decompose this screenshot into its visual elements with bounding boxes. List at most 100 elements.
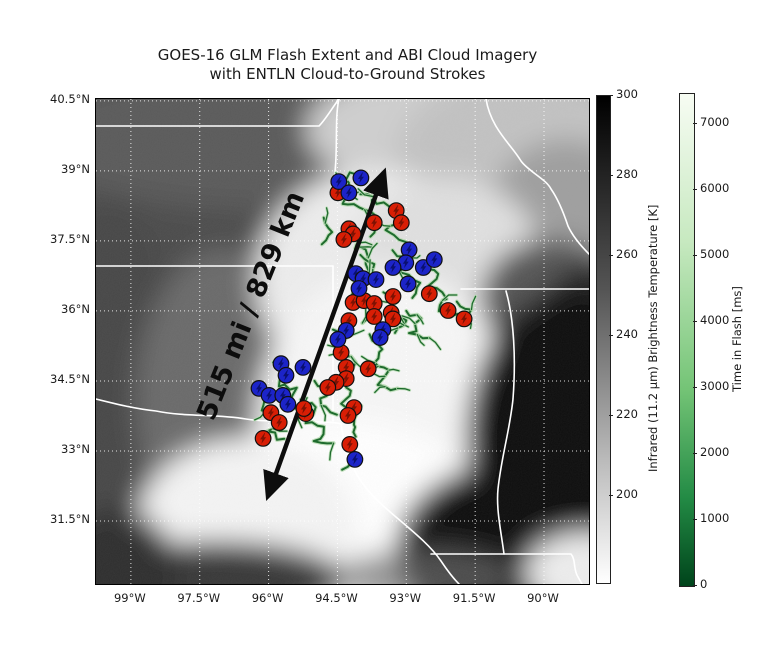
colorbar-tick <box>609 495 613 497</box>
colorbar-tick <box>693 519 697 521</box>
colorbar-tick-label: 5000 <box>700 247 730 261</box>
flash-branch <box>470 295 477 311</box>
lat-tick-label: 39°N <box>61 161 90 176</box>
cg-stroke-marker-blue <box>350 280 368 297</box>
lightning-bolt-icon <box>279 389 286 401</box>
flash-branch <box>401 315 416 325</box>
lightning-bolt-icon <box>426 288 433 300</box>
lightning-bolt-icon <box>360 273 367 285</box>
lightning-bolt-icon <box>335 176 342 188</box>
lightning-bolt-icon <box>345 315 352 327</box>
lat-tick-label: 36°N <box>61 301 90 316</box>
lon-tick-label: 94.5°W <box>315 591 358 605</box>
colorbar-tick <box>609 335 613 337</box>
flash-branch <box>396 387 411 391</box>
lightning-bolt-icon <box>340 234 347 245</box>
colorbar-tick-label: 6000 <box>700 181 730 195</box>
lightning-bolt-icon <box>365 363 372 375</box>
lat-tick-label: 33°N <box>61 441 90 456</box>
lat-tick-label: 37.5°N <box>50 231 90 246</box>
ir-colorbar-label: Infrared (11.2 μm) Brightness Temperatur… <box>646 204 660 473</box>
cg-stroke-marker-red <box>439 302 457 319</box>
colorbar-tick-label: 7000 <box>700 115 730 129</box>
cg-stroke-marker-red <box>319 379 337 396</box>
cg-stroke-marker-red <box>384 310 402 328</box>
lightning-bolt-icon <box>373 274 379 286</box>
lat-tick-label: 31.5°N <box>50 511 90 526</box>
lightning-bolt-icon <box>343 361 350 373</box>
lightning-bolt-icon <box>352 268 359 280</box>
lightning-bolt-icon <box>402 257 409 269</box>
lightning-bolt-icon <box>283 369 289 381</box>
lightning-bolt-icon <box>343 325 350 336</box>
cg-stroke-marker-red <box>359 360 377 378</box>
flash-branch <box>411 255 421 259</box>
lon-tick-label: 93°W <box>389 591 422 605</box>
colorbar-tick-label: 300 <box>616 87 638 101</box>
colorbar-tick-label: 2000 <box>700 445 730 459</box>
chart-subtitle: with ENTLN Cloud-to-Ground Strokes <box>209 64 486 83</box>
lat-tick-label: 34.5°N <box>50 371 90 386</box>
distance-arrow <box>263 167 389 502</box>
colorbar-tick-label: 1000 <box>700 511 730 525</box>
chart-title-block: GOES-16 GLM Flash Extent and ABI Cloud I… <box>95 46 600 84</box>
cg-stroke-marker-blue <box>425 251 443 269</box>
flash-branch <box>416 314 424 325</box>
lightning-bolt-icon <box>284 398 291 410</box>
map-svg: 515 mi / 829 km <box>96 99 589 584</box>
lon-tick-label: 99°W <box>113 591 146 605</box>
lightning-bolt-icon <box>390 313 396 325</box>
colorbar-tick-label: 200 <box>616 487 638 501</box>
cg-stroke-marker-red <box>455 310 473 328</box>
colorbar-tick <box>693 189 697 191</box>
lightning-bolt-icon <box>357 172 364 184</box>
lightning-bolt-icon <box>351 453 358 465</box>
cg-stroke-marker-blue <box>346 450 364 468</box>
lightning-bolt-icon <box>431 254 438 266</box>
flash-branch <box>416 333 425 346</box>
distance-arrow-line <box>263 167 389 502</box>
ir-colorbar <box>596 95 611 584</box>
lightning-bolt-icon <box>334 187 341 199</box>
cg-stroke-marker-red <box>365 214 383 232</box>
cg-stroke-marker-blue <box>352 169 370 187</box>
time-colorbar <box>679 93 695 587</box>
lat-tick-label: 40.5°N <box>50 91 90 106</box>
cg-stroke-marker-red <box>365 308 383 325</box>
lightning-bolt-icon <box>350 297 357 308</box>
lightning-bolt-icon <box>324 382 331 393</box>
colorbar-tick <box>693 123 697 125</box>
colorbar-tick <box>609 175 613 177</box>
lightning-bolt-icon <box>361 295 368 307</box>
lightning-bolt-icon <box>256 382 262 394</box>
lightning-bolt-icon <box>333 376 340 388</box>
cg-stroke-marker-blue <box>399 275 417 293</box>
lightning-bolt-icon <box>343 373 350 385</box>
cg-stroke-marker-blue <box>340 184 358 202</box>
flash-branch <box>428 337 442 351</box>
lightning-bolt-icon <box>393 205 400 217</box>
cg-stroke-marker-red <box>270 414 288 431</box>
lightning-bolt-icon <box>356 283 362 294</box>
lightning-bolt-icon <box>390 291 396 302</box>
lightning-bolt-icon <box>350 228 357 240</box>
cg-stroke-marker-red <box>420 285 438 303</box>
colorbar-tick <box>693 585 697 587</box>
colorbar-tick <box>609 415 613 417</box>
cg-stroke-marker-blue <box>367 271 385 289</box>
lightning-bolt-icon <box>445 305 452 316</box>
colorbar-tick <box>609 95 613 97</box>
colorbar-tick <box>693 321 697 323</box>
lon-tick-label: 97.5°W <box>177 591 221 605</box>
lightning-bolt-icon <box>351 402 357 414</box>
lightning-bolt-icon <box>266 389 273 401</box>
lightning-bolt-icon <box>461 313 468 325</box>
cg-stroke-marker-blue <box>329 330 347 348</box>
flash-trace <box>405 309 431 340</box>
chart-title: GOES-16 GLM Flash Extent and ABI Cloud I… <box>157 46 538 64</box>
lightning-bolt-icon <box>406 244 413 256</box>
lightning-bolt-icon <box>398 217 405 229</box>
cg-stroke-marker-blue <box>294 358 312 376</box>
cg-stroke-marker-red <box>392 214 410 232</box>
